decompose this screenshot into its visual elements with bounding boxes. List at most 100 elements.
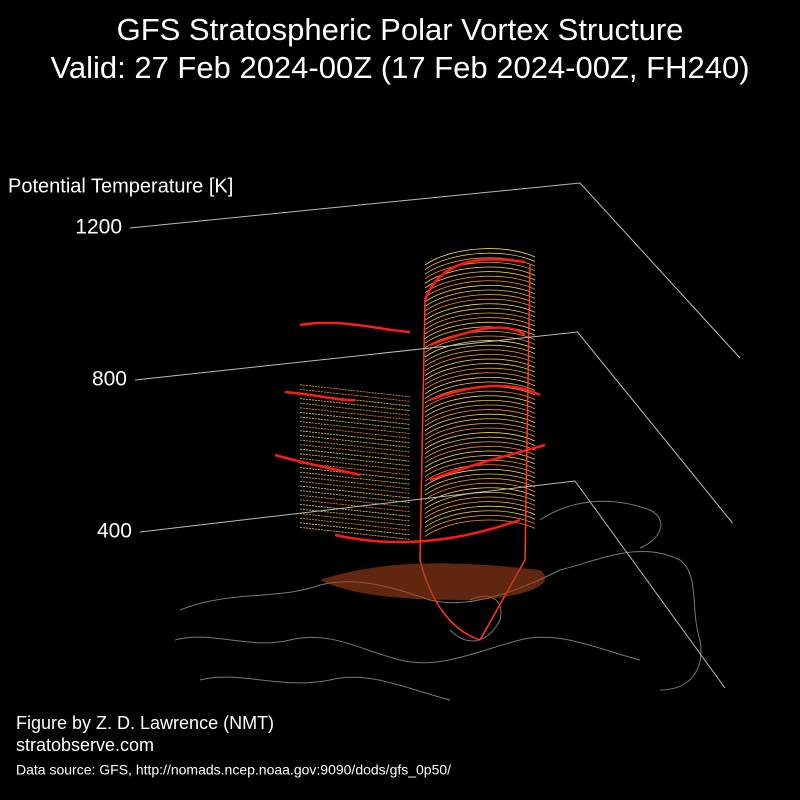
vortex-contour (299, 517, 411, 531)
vortex-base (320, 563, 546, 600)
vortex-contour (424, 501, 536, 519)
vortex-contour (424, 409, 536, 427)
vortex-contour (299, 458, 411, 471)
vortex-edge (429, 443, 546, 482)
vortex-contour (424, 252, 536, 270)
credit-author: Figure by Z. D. Lawrence (NMT) (16, 713, 274, 733)
vortex-contour (424, 381, 536, 399)
vortex-contour (424, 492, 536, 510)
vortex-contour (424, 321, 536, 339)
vortex-contour (299, 448, 411, 462)
vortex-edge (299, 321, 411, 334)
vortex-contour (424, 482, 536, 500)
vortex-contour (299, 504, 411, 517)
vortex-contour (424, 432, 536, 450)
vortex-contour (299, 398, 411, 411)
vortex-contour (424, 312, 536, 330)
vortex-contour (424, 285, 536, 303)
vortex-contour (424, 404, 536, 422)
vortex-contour (299, 416, 411, 430)
credit-source: Data source: GFS, http://nomads.ncep.noa… (16, 762, 451, 778)
vortex-contour (424, 459, 536, 477)
vortex-edge (423, 258, 526, 301)
vortex-contour (424, 262, 536, 280)
vortex-edge (334, 518, 521, 544)
vortex-contour (299, 453, 411, 467)
vortex-contour (424, 505, 536, 523)
vortex-contour (424, 390, 536, 408)
vortex-edge (429, 326, 526, 347)
vortex-contour (424, 395, 536, 413)
vortex-edge (429, 384, 541, 402)
vortex-contour (299, 494, 411, 508)
vortex-contour (299, 439, 411, 453)
vortex-contour (299, 476, 411, 490)
vortex-contour (424, 478, 536, 496)
vortex-contour (299, 490, 411, 503)
vortex-contour (424, 423, 536, 441)
z-tick-label: 1200 (75, 216, 122, 239)
vortex-contour (424, 363, 536, 381)
vortex-contour (424, 427, 536, 445)
vortex-contour (424, 294, 536, 312)
vortex-contour (299, 499, 411, 513)
vortex-contour (424, 372, 536, 390)
vortex-contour (424, 519, 536, 537)
vortex-contour (424, 248, 536, 266)
vortex-drawing (274, 248, 546, 641)
vortex-contour (424, 469, 536, 487)
vortex-contour (424, 367, 536, 385)
vortex-contour (299, 389, 411, 402)
vortex-contour (424, 436, 536, 454)
vortex-contour (299, 407, 411, 421)
vortex-contour (424, 441, 536, 459)
vortex-contour (424, 303, 536, 321)
coastlines (174, 500, 702, 701)
grid-line (129, 182, 741, 359)
vortex-contour (299, 435, 411, 448)
vortex-contour (424, 317, 536, 335)
vortex-contour (299, 384, 411, 398)
vortex-contour (299, 402, 411, 416)
vortex-contour (299, 485, 411, 499)
vortex-contour (424, 487, 536, 505)
vortex-contour (424, 349, 536, 367)
vortex-contour (299, 527, 411, 540)
vortex-edge (274, 453, 361, 477)
vortex-edge (284, 390, 356, 402)
vortex-contour (424, 298, 536, 316)
vortex-contour (424, 377, 536, 395)
vortex-contour (424, 275, 536, 293)
vortex-contour (424, 289, 536, 307)
vortex-contour (424, 473, 536, 491)
z-tick-label: 800 (92, 368, 127, 391)
vortex-contour (299, 425, 411, 439)
vortex-contour (299, 421, 411, 434)
vortex-contour (424, 354, 536, 372)
grid-line (139, 480, 726, 689)
vortex-contour (424, 455, 536, 473)
z-axis-label: Potential Temperature [K] (8, 175, 233, 197)
vortex-contour (424, 510, 536, 528)
vortex-contour (424, 413, 536, 431)
vortex-contour (424, 358, 536, 376)
vortex-contour (424, 450, 536, 468)
chart-title: GFS Stratospheric Polar Vortex Structure (117, 12, 684, 47)
vortex-contour (299, 412, 411, 425)
vortex-contour (299, 444, 411, 457)
vortex-contour (424, 266, 536, 284)
vortex-contour (424, 515, 536, 533)
vortex-contour (299, 522, 411, 536)
vortex-contour (299, 481, 411, 494)
vortex-contour (424, 280, 536, 298)
vortex-contour (299, 471, 411, 485)
z-tick-label: 400 (97, 520, 132, 543)
vortex-contour (299, 430, 411, 444)
credit-site: stratobserve.com (16, 735, 154, 755)
vortex-contour (299, 513, 411, 526)
vortex-contour (424, 344, 536, 362)
vortex-contour (424, 496, 536, 514)
chart-subtitle: Valid: 27 Feb 2024-00Z (17 Feb 2024-00Z,… (50, 50, 749, 85)
